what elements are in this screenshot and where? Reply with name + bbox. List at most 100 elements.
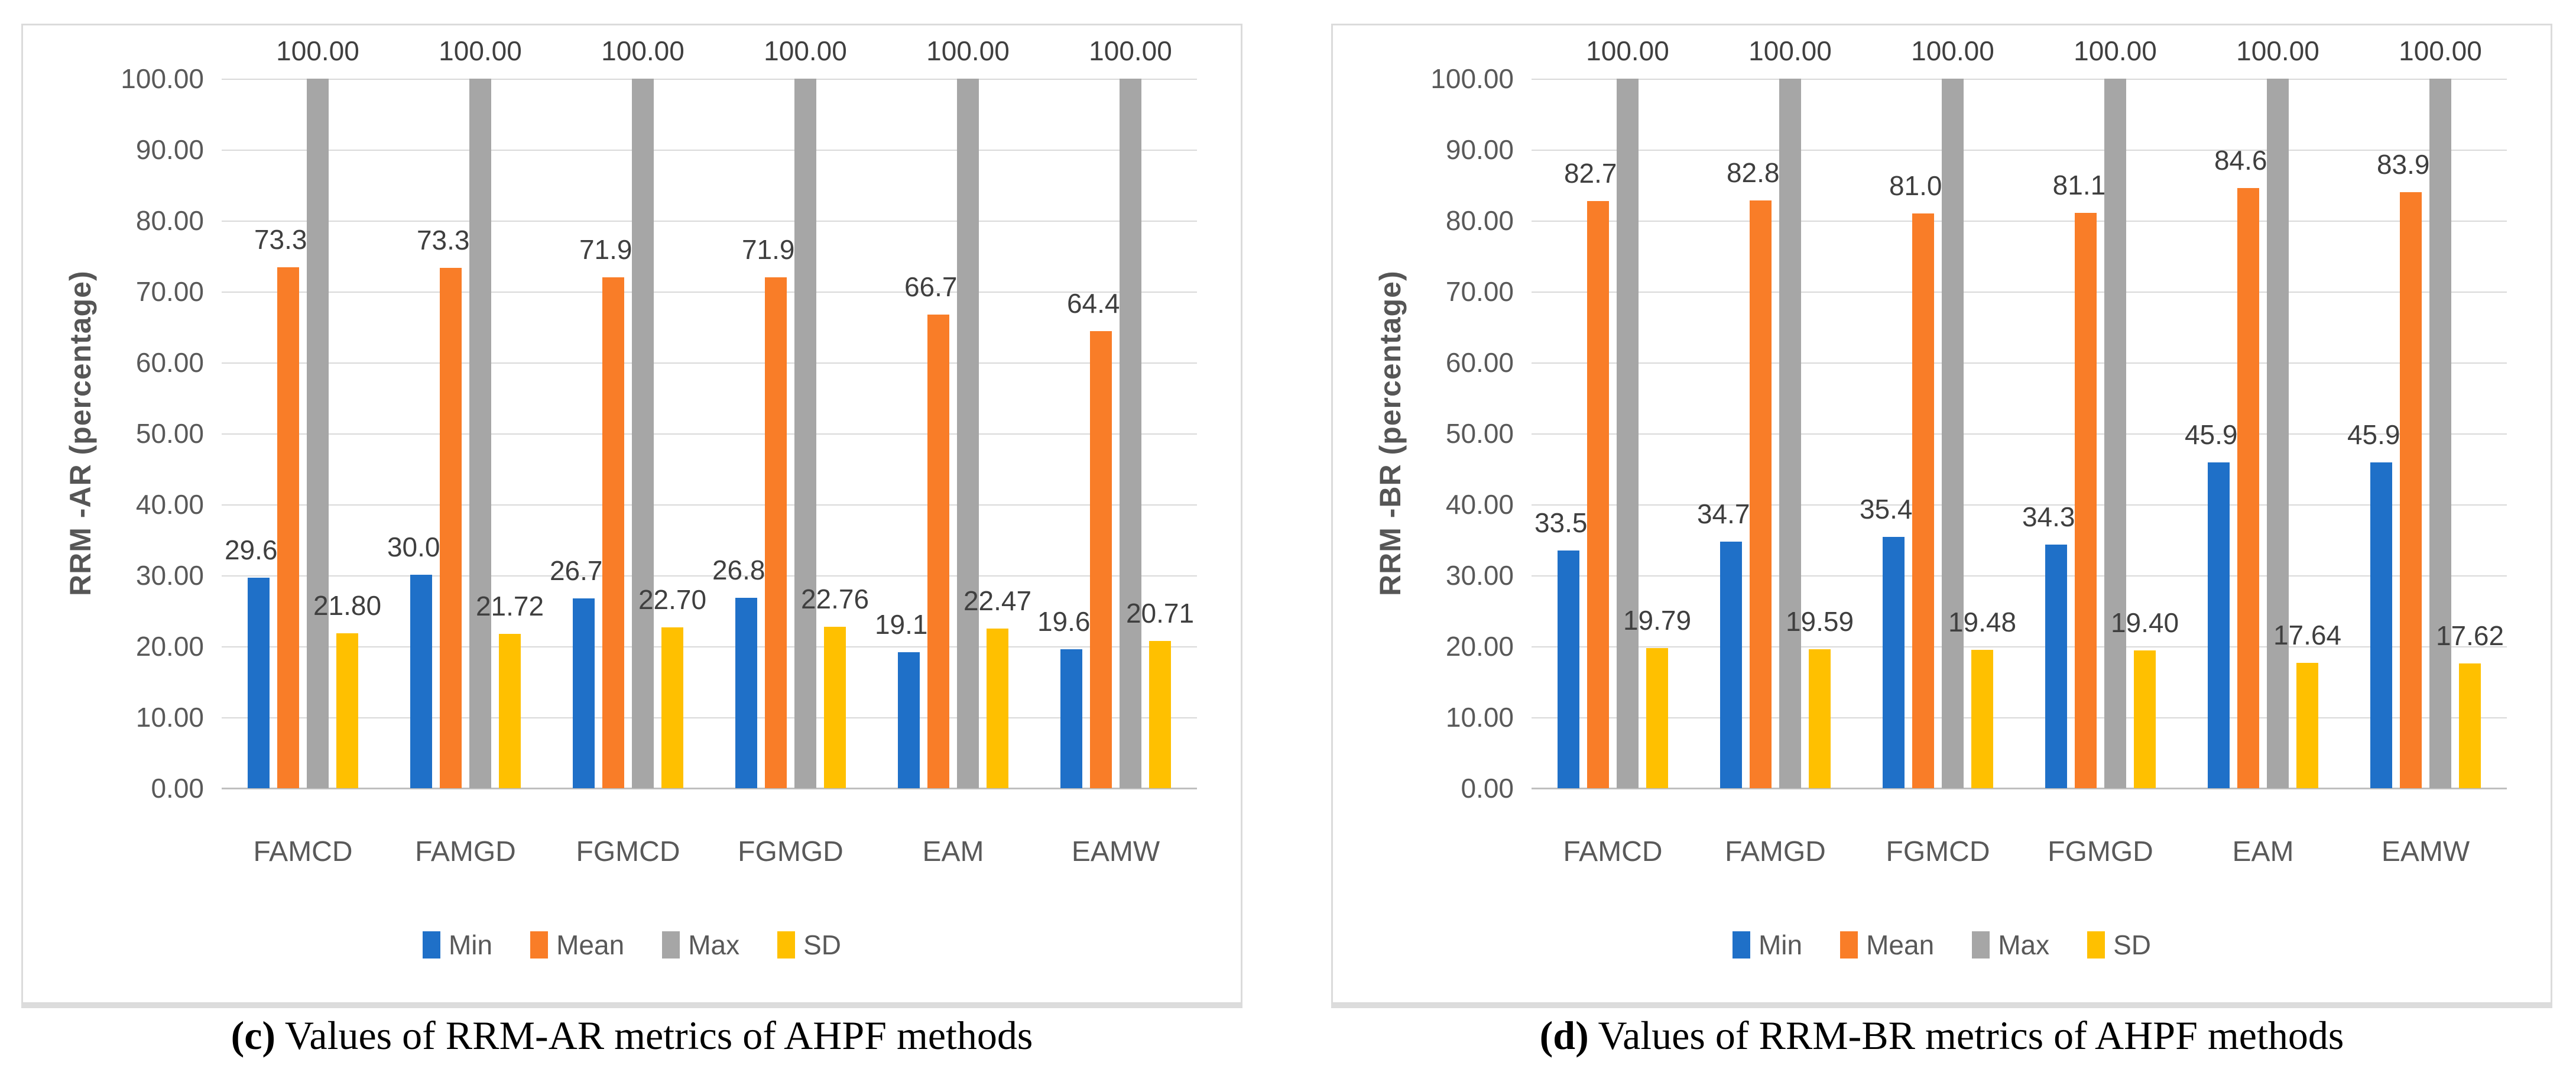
mean-bar [2237,187,2259,788]
sd-bar [499,634,521,788]
bar-value-label: 21.80 [313,590,382,621]
mean-bar [927,315,949,788]
sd-bar [336,633,358,788]
x-category-label: EAM [2232,836,2294,867]
legend-label: Min [448,930,493,960]
sd-bar [2134,650,2156,788]
sd-bar [1971,650,1993,788]
chart-panel-rrm-br: RRM -BR (percentage) 0.00 10.00 20.00 30.00… [1331,24,2552,1004]
gridline [222,79,1197,80]
legend-item-mean: Mean [1840,929,1934,961]
legend-item-mean: Mean [530,929,624,961]
gridline [222,292,1197,293]
legend-swatch-icon [1840,931,1858,959]
x-category-label: FGMGD [738,836,843,867]
bar-value-label: 100.00 [601,35,684,66]
max-bar [307,79,329,788]
sd-bar [987,629,1008,788]
legend-item-sd: SD [777,929,841,961]
sd-bar [1809,649,1831,788]
caption-text: Values of RRM-BR metrics of AHPF methods [1588,1013,2344,1058]
legend-label: Mean [556,930,625,960]
gridline [222,504,1197,506]
chart-panel-rrm-ar: RRM -AR (percentage) 0.00 10.00 20.00 30.00… [21,24,1242,1004]
bar-value-label: 19.48 [1948,607,2017,638]
y-tick-label: 30.00 [1445,560,1514,591]
mean-bar [2075,212,2097,788]
gridline [222,150,1197,151]
max-bar [2104,79,2126,788]
y-tick-label: 90.00 [135,134,204,165]
y-tick-label: 20.00 [1445,631,1514,662]
bar-value-label: 100.00 [764,35,847,66]
caption-c: (c) Values of RRM-AR metrics of AHPF met… [21,1012,1242,1059]
sd-bar [2296,663,2318,788]
bar-value-label: 100.00 [2399,35,2482,66]
gridline [1532,292,2507,293]
mean-bar [1750,200,1772,788]
sd-bar [1149,641,1171,788]
caption-letter: (d) [1539,1013,1589,1058]
y-tick-label: 80.00 [135,205,204,236]
y-tick-label: 0.00 [151,773,204,804]
bar-value-label: 100.00 [1586,35,1669,66]
bar-value-label: 100.00 [2074,35,2157,66]
legend-swatch-icon [2087,931,2105,959]
x-category-label: FGMCD [1886,836,1990,867]
gridline [222,221,1197,222]
legend: Min Mean Max SD [1333,929,2551,961]
max-bar [794,79,816,788]
min-bar [2208,462,2230,788]
gridline [1532,221,2507,222]
mean-bar [602,277,624,788]
min-bar [573,598,595,788]
gridline [222,717,1197,718]
y-tick-label: 20.00 [135,631,204,662]
max-bar [1942,79,1964,788]
gridline [222,575,1197,577]
legend-label: Max [1998,930,2050,960]
bar-value-label: 100.00 [2236,35,2319,66]
y-tick-label: 30.00 [135,560,204,591]
min-bar [410,575,432,788]
y-tick-label: 100.00 [121,63,204,94]
legend-item-max: Max [662,929,739,961]
max-bar [2267,79,2289,788]
gridline [1532,79,2507,80]
sd-bar [1646,647,1668,788]
x-category-label: FGMCD [576,836,680,867]
sd-bar [824,626,846,788]
min-bar [1060,649,1082,788]
max-bar [632,79,654,788]
legend-swatch-icon [1972,931,1990,959]
x-category-label: EAM [922,836,984,867]
caption-text: Values of RRM-AR metrics of AHPF methods [275,1013,1033,1058]
mean-bar [440,268,462,788]
y-tick-label: 60.00 [1445,347,1514,378]
gridline [1532,362,2507,364]
bar-value-label: 20.71 [1125,598,1195,629]
y-tick-label: 100.00 [1430,63,1514,94]
min-bar [1558,550,1579,788]
gridline [1532,575,2507,577]
y-tick-label: 10.00 [135,702,204,733]
max-bar [1617,79,1639,788]
bar-value-label: 17.62 [2435,620,2504,651]
mean-bar [2400,192,2422,788]
bar-value-label: 100.00 [276,35,359,66]
min-bar [1720,541,1742,788]
legend-label: Mean [1866,930,1935,960]
legend-item-min: Min [1732,929,1803,961]
y-tick-label: 70.00 [135,276,204,307]
gridline [1532,433,2507,435]
legend-swatch-icon [1732,931,1750,959]
sd-bar [661,627,683,788]
sd-bar [2459,663,2481,788]
y-tick-label: 50.00 [135,418,204,449]
gridline [1532,504,2507,506]
mean-bar [1090,331,1112,788]
y-tick-label: 60.00 [135,347,204,378]
legend-label: Min [1758,930,1803,960]
caption-d: (d) Values of RRM-BR metrics of AHPF met… [1331,1012,2552,1059]
gridline [1532,150,2507,151]
